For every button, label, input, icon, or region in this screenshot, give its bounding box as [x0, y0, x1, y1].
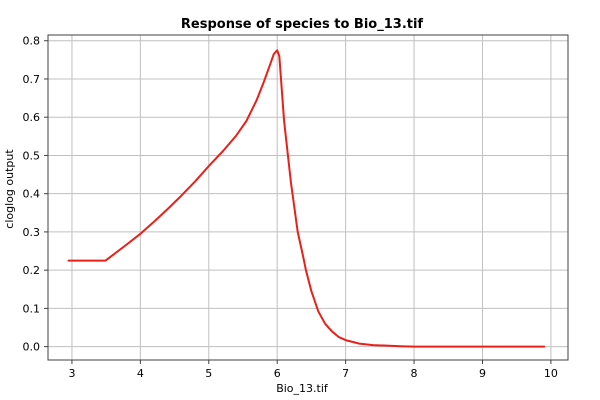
y-tick-label: 0.5 — [23, 149, 41, 162]
x-tick-label: 9 — [479, 367, 486, 380]
x-tick-label: 8 — [411, 367, 418, 380]
y-tick-label: 0.0 — [23, 341, 41, 354]
y-tick-label: 0.3 — [23, 226, 41, 239]
x-tick-label: 4 — [137, 367, 144, 380]
tick-labels: 3 4 5 6 7 8 9 10 0.0 0.1 0.2 0.3 0.4 0.5 0.6 0.7 0.8 — [23, 35, 558, 380]
chart-title: Response of species to Bio_13.tif — [181, 17, 424, 32]
ticks — [44, 40, 552, 364]
response-curve — [67, 49, 546, 348]
y-axis-label: cloglog output — [3, 149, 16, 229]
y-tick-label: 0.6 — [23, 111, 41, 124]
x-tick-label: 3 — [68, 367, 75, 380]
y-tick-label: 0.1 — [23, 302, 41, 315]
plot-frame — [47, 34, 569, 361]
grid — [48, 35, 568, 360]
y-tick-label: 0.7 — [23, 73, 41, 86]
x-tick-label: 5 — [205, 367, 212, 380]
x-axis-label: Bio_13.tif — [276, 382, 329, 395]
y-tick-label: 0.2 — [23, 264, 41, 277]
y-tick-label: 0.4 — [23, 188, 41, 201]
x-tick-label: 10 — [544, 367, 558, 380]
x-tick-label: 6 — [274, 367, 281, 380]
y-tick-label: 0.8 — [23, 35, 41, 48]
x-tick-label: 7 — [342, 367, 349, 380]
series-layer — [67, 49, 546, 348]
